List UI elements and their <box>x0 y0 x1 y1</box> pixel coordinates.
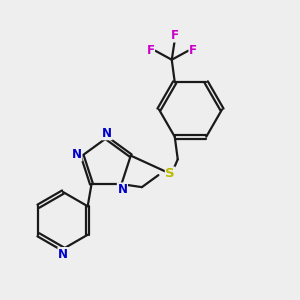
Text: N: N <box>72 148 82 161</box>
Text: F: F <box>171 29 179 42</box>
Text: N: N <box>58 248 68 261</box>
Text: N: N <box>117 183 128 196</box>
Text: F: F <box>146 44 154 57</box>
Text: N: N <box>102 127 112 140</box>
Text: F: F <box>189 44 197 57</box>
Text: S: S <box>165 167 175 180</box>
